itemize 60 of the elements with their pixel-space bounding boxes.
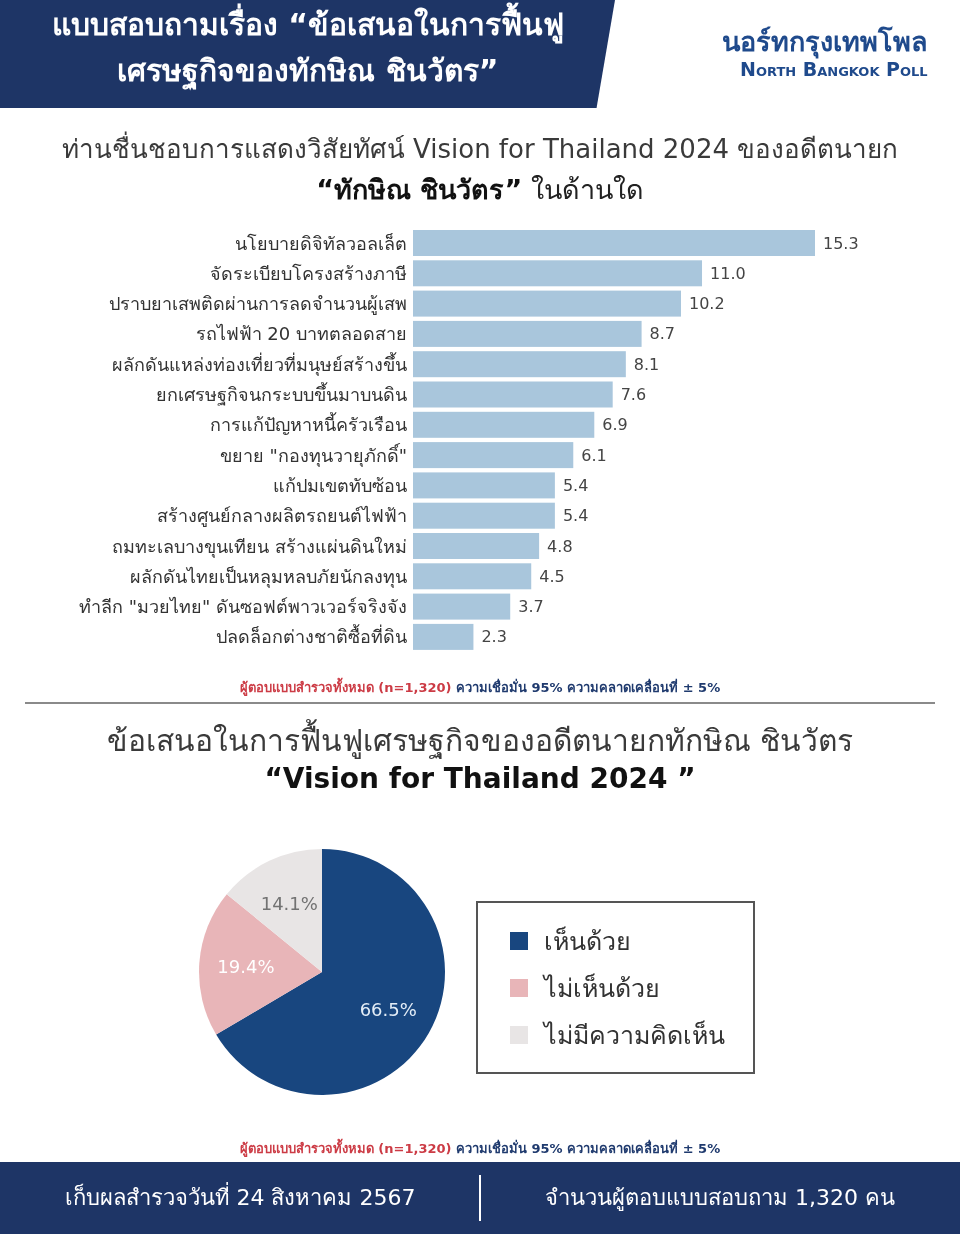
y-tick-label: รถไฟฟ้า 20 บาทตลอดสาย xyxy=(195,323,407,345)
data-label: 10.2 xyxy=(689,294,725,314)
bar xyxy=(413,442,574,469)
data-label: 19.4% xyxy=(217,955,275,977)
y-tick-label: ขยาย "กองทุนวายุภักดิ์" xyxy=(219,441,407,467)
data-label: 4.5 xyxy=(539,566,565,586)
data-label: 6.1 xyxy=(581,445,607,465)
data-label: 8.7 xyxy=(649,324,676,344)
data-label: 2.3 xyxy=(481,627,507,647)
bar xyxy=(413,623,474,650)
data-label: 6.9 xyxy=(602,415,628,435)
y-tick-label: แก้ปมเขตทับซ้อน xyxy=(273,474,407,496)
text: นอร์ทกรุงเทพโพล xyxy=(722,26,928,57)
text: North Bangkok Poll xyxy=(740,58,928,80)
y-tick-label: ผลักดันแหล่งท่องเที่ยวที่มนุษย์สร้างขึ้น xyxy=(112,351,407,376)
text: เก็บผลสำรวจวันที่ 24 สิงหาคม 2567 xyxy=(63,1181,417,1212)
bar xyxy=(413,563,532,590)
y-tick-label: การแก้ปัญหาหนี้ครัวเรือน xyxy=(210,412,407,436)
y-tick-label: ยกเศรษฐกิจนกระบบขึ้นมาบนดิน xyxy=(156,382,407,406)
data-label: 14.1% xyxy=(260,892,318,914)
data-label: 11.0 xyxy=(710,263,746,283)
legend-label: ไม่มีความคิดเห็น xyxy=(544,1019,725,1052)
bar xyxy=(413,351,626,378)
bar xyxy=(413,230,815,256)
y-tick-label: สร้างศูนย์กลางผลิตรถยนต์ไฟฟ้า xyxy=(157,505,407,528)
data-label: 5.4 xyxy=(562,506,589,526)
y-tick-label: ผลักดันไทยเป็นหลุมหลบภัยนักลงทุน xyxy=(130,564,407,588)
bar xyxy=(413,381,613,408)
y-tick-label: ปราบยาเสพติดผ่านการลดจำนวนผู้เสพ xyxy=(109,293,407,316)
text: แบบสอบถามเรื่อง “ข้อเสนอในการฟื้นฟูเศรษฐกิจของทักษิณ ชินวัตร” xyxy=(50,2,566,92)
bar xyxy=(413,533,540,559)
text: ความเชื่อมั่น 95% ความคลาดเคลื่อนที่ ± 5% xyxy=(456,680,721,695)
chart-subtitle: “ทักษิณ ชินวัตร” ในด้านใด xyxy=(316,174,644,205)
y-tick-label: จัดระเบียบโครงสร้างภาษี xyxy=(210,262,407,284)
data-label: 15.3 xyxy=(823,233,859,253)
pie-slice xyxy=(199,894,322,1035)
y-tick-label: ปลดล็อกต่างชาติซื้อที่ดิน xyxy=(216,624,407,648)
bar xyxy=(413,260,703,287)
bar xyxy=(413,411,595,438)
legend-label: ไม่เห็นด้วย xyxy=(544,972,660,1005)
y-tick-label: ถมทะเลบางขุนเทียน สร้างแผ่นดินใหม่ xyxy=(112,535,407,558)
data-label: 7.6 xyxy=(620,385,647,404)
bar xyxy=(413,593,511,620)
text: จำนวนผู้ตอบแบบสอบถาม 1,320 คน xyxy=(544,1184,896,1213)
bar xyxy=(413,290,681,317)
data-label: 66.5% xyxy=(359,999,417,1021)
data-label: 8.1 xyxy=(633,354,660,374)
bar xyxy=(413,472,555,499)
bar xyxy=(413,320,642,347)
pie-slice xyxy=(216,849,445,1095)
data-label: 5.4 xyxy=(562,475,589,495)
chart-subtitle: “Vision for Thailand 2024 ” xyxy=(264,762,696,795)
y-tick-label: นโยบายดิจิทัลวอลเล็ต xyxy=(235,231,407,254)
chart-title: ท่านชื่นชอบการแสดงวิสัยทัศน์ Vision for Thailand 2024 ของอดีตนายก xyxy=(60,130,900,166)
data-label: 4.8 xyxy=(547,536,573,556)
bar xyxy=(413,502,555,529)
data-label: 3.7 xyxy=(518,597,544,617)
text: ความเชื่อมั่น 95% ความคลาดเคลื่อนที่ ± 5% xyxy=(456,1141,721,1156)
legend-label: เห็นด้วย xyxy=(544,925,631,958)
y-tick-label: ทำลีก "มวยไทย" ดันซอฟต์พาวเวอร์จริงจัง xyxy=(78,596,407,618)
